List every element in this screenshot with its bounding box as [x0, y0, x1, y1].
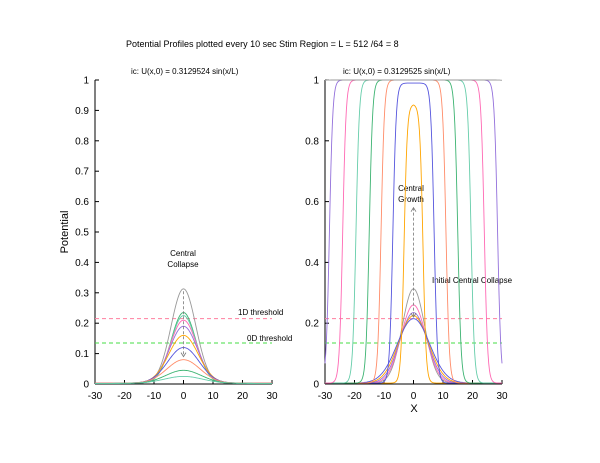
growth-front-line: [325, 79, 502, 384]
collapse-profile-line: [325, 318, 502, 384]
profile-line: [95, 359, 272, 384]
y-tick-label: 0: [313, 380, 319, 391]
profile-line: [95, 325, 272, 384]
x-tick-label: 30: [496, 391, 508, 402]
y-tick-label: 0.1: [75, 349, 89, 360]
y-tick-label: 0.2: [75, 319, 89, 330]
collapse-profile-line: [325, 315, 502, 384]
y-tick-label: 1: [313, 76, 319, 87]
profile-line: [95, 375, 272, 384]
y-tick-label: 0.6: [75, 197, 89, 208]
y-tick-label: 0.8: [305, 136, 319, 147]
y-tick-label: 0.5: [75, 228, 89, 239]
y-tick-label: 0.6: [305, 197, 319, 208]
y-tick-label: 0: [83, 380, 89, 391]
figure-title: Potential Profiles plotted every 10 sec …: [126, 39, 399, 49]
annotation-central: Central: [398, 184, 424, 193]
right-chart-panel: ic: U(x,0) = 0.3129525 sin(x/L) Central …: [305, 67, 512, 402]
collapse-profile-line: [325, 312, 502, 384]
annotation-central: Central: [170, 249, 196, 258]
growth-front-line: [325, 79, 502, 384]
y-tick-label: 0.2: [305, 319, 319, 330]
annotation-growth: Growth: [398, 195, 424, 204]
threshold-0d-label: 0D threshold: [247, 334, 292, 343]
y-tick-label: 0.3: [75, 288, 89, 299]
x-tick-label: 0: [411, 391, 417, 402]
x-tick-label: 10: [207, 391, 219, 402]
x-tick-label: 20: [237, 391, 249, 402]
growth-front-line: [325, 79, 502, 384]
right-axes: -30 -20 -10 0 10 20 30 0 0.2 0.4 0.6 0.8 1: [305, 76, 508, 403]
y-tick-label: 0.7: [75, 167, 89, 178]
growth-front-line: [325, 79, 502, 384]
y-tick-label: 0.4: [305, 258, 319, 269]
threshold-1d-label: 1D threshold: [238, 308, 283, 317]
x-axis-label: X: [410, 403, 418, 415]
x-tick-label: -20: [347, 391, 362, 402]
right-series: [324, 79, 503, 384]
right-panel-title: ic: U(x,0) = 0.3129525 sin(x/L): [343, 67, 451, 76]
x-tick-label: -30: [88, 391, 103, 402]
y-tick-label: 0.9: [75, 106, 89, 117]
y-tick-label: 1: [83, 76, 89, 87]
x-tick-label: 10: [437, 391, 449, 402]
x-tick-label: -10: [377, 391, 392, 402]
x-tick-label: -30: [318, 391, 333, 402]
profile-line: [95, 315, 272, 384]
down-arrow-icon: [180, 352, 187, 358]
y-axis-label: Potential: [59, 211, 71, 254]
annotation-collapse: Collapse: [167, 260, 199, 269]
left-axes: -30 -20 -10 0 10 20 30 0 0.1 0.2 0.3 0.4 0.5 0.6 0.7 0.…: [75, 76, 278, 403]
x-tick-label: 20: [467, 391, 479, 402]
growth-front-line: [324, 79, 503, 364]
left-chart-panel: ic: U(x,0) = 0.3129524 sin(x/L) 1D thres…: [75, 67, 292, 402]
x-tick-label: 30: [266, 391, 278, 402]
x-tick-label: 0: [181, 391, 187, 402]
x-tick-label: -10: [147, 391, 162, 402]
x-tick-label: -20: [117, 391, 132, 402]
y-tick-label: 0.4: [75, 258, 89, 269]
up-arrow-icon: [410, 206, 417, 212]
y-tick-label: 0.8: [75, 136, 89, 147]
up-arrow-icon: [410, 312, 417, 318]
left-panel-title: ic: U(x,0) = 0.3129524 sin(x/L): [131, 67, 239, 76]
